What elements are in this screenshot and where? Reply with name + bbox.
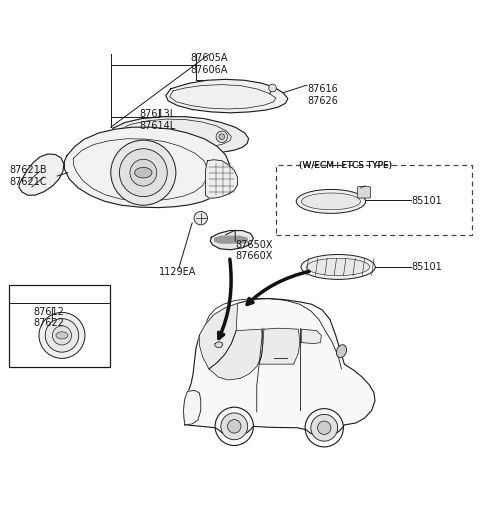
Text: (W/ECM+ETCS TYPE): (W/ECM+ETCS TYPE) [299,161,392,170]
FancyBboxPatch shape [357,187,371,198]
Circle shape [39,312,85,359]
Text: 87616
87626: 87616 87626 [307,84,338,106]
Ellipse shape [307,258,370,276]
Circle shape [318,421,331,435]
Ellipse shape [301,254,375,279]
Polygon shape [199,303,238,369]
Bar [276,165,472,235]
Circle shape [228,420,241,433]
Polygon shape [210,230,253,250]
Circle shape [219,134,225,139]
Polygon shape [259,328,300,364]
Circle shape [45,319,79,352]
Text: 85101: 85101 [411,262,442,272]
Ellipse shape [135,168,152,178]
Ellipse shape [296,189,366,213]
Text: (W/ECM+ETCS TYPE): (W/ECM+ETCS TYPE) [299,161,392,170]
Polygon shape [64,127,229,207]
Text: 1129EA: 1129EA [158,267,196,277]
Text: 87621B
87621C: 87621B 87621C [9,165,47,187]
Circle shape [120,149,167,197]
Polygon shape [215,342,223,347]
Circle shape [269,84,276,92]
Ellipse shape [56,332,68,339]
Circle shape [130,159,157,186]
Circle shape [311,414,337,441]
Text: 85101: 85101 [411,196,442,206]
Polygon shape [166,79,288,113]
Polygon shape [301,329,322,344]
Ellipse shape [336,345,347,358]
Polygon shape [209,329,263,380]
Text: 87612
87622: 87612 87622 [33,306,64,328]
Ellipse shape [301,193,360,210]
Bar [9,285,110,367]
Circle shape [216,131,228,143]
Polygon shape [215,236,247,243]
Circle shape [194,211,207,225]
Polygon shape [113,117,249,154]
Text: 87613L
87614L: 87613L 87614L [140,109,176,131]
Polygon shape [19,154,64,195]
Text: 87605A
87606A: 87605A 87606A [190,53,228,74]
Polygon shape [183,298,375,435]
Circle shape [221,413,248,440]
Circle shape [52,326,72,345]
Text: 87650X
87660X: 87650X 87660X [235,240,273,261]
Circle shape [111,140,176,205]
Polygon shape [205,160,238,198]
Polygon shape [183,390,201,425]
